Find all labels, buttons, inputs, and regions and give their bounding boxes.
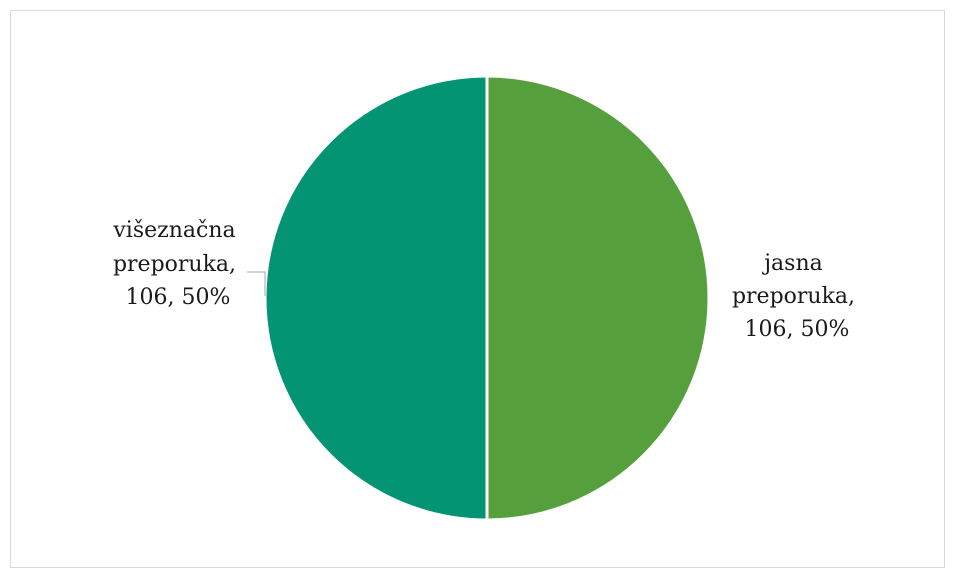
pie-slice-viseznacna (263, 74, 489, 522)
leader-line-viseznacna (247, 271, 266, 296)
pie-slices (263, 74, 711, 522)
pie-slice-jasna (485, 74, 711, 522)
data-labels: jasna preporuka, 106, 50% višeznačna pre… (112, 218, 862, 342)
data-label-viseznacna: višeznačna preporuka, 106, 50% (112, 218, 243, 310)
data-label-jasna: jasna preporuka, 106, 50% (732, 251, 862, 342)
leader-lines (247, 271, 266, 296)
